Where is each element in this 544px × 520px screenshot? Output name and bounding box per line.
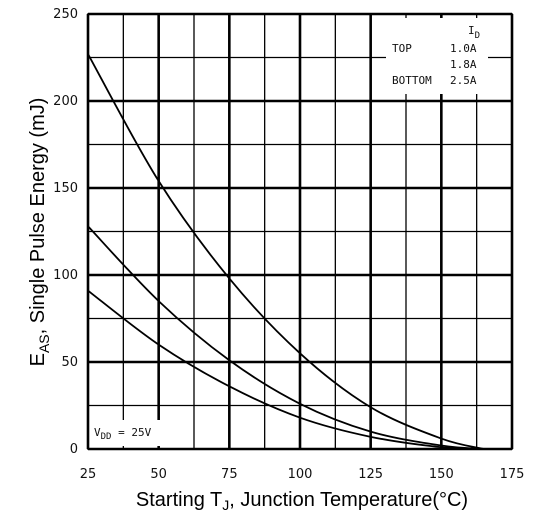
y-tick-label: 200 (53, 94, 78, 109)
legend: ID TOP 1.0A 1.8A BOTTOM 2.5A (386, 18, 488, 94)
y-tick-label: 250 (53, 7, 78, 22)
x-tick-label: 150 (429, 467, 454, 482)
x-tick-label: 75 (221, 467, 238, 482)
legend-row-value: 1.0A (450, 42, 477, 55)
x-axis-title: Starting TJ, Junction Temperature(°C) (136, 489, 468, 513)
legend-title: ID (468, 24, 480, 41)
legend-row-value: 2.5A (450, 74, 477, 87)
x-tick-labels: 25 50 75 100 125 150 175 (80, 467, 525, 482)
plot-frame (87, 13, 513, 450)
x-tick-label: 50 (150, 467, 167, 482)
series-line (87, 289, 484, 450)
x-tick-label: 175 (500, 467, 525, 482)
y-axis-title: EAS, Single Pulse Energy (mJ) (27, 98, 52, 367)
series-line (87, 225, 484, 450)
legend-row-value: 1.8A (450, 58, 477, 71)
vdd-annotation: VDD = 25V (90, 420, 188, 446)
legend-row-label: BOTTOM (392, 74, 432, 87)
series-line (87, 53, 484, 450)
y-tick-label: 50 (61, 355, 78, 370)
y-tick-labels: 0 50 100 150 200 250 (53, 7, 78, 457)
vdd-annotation-text: VDD = 25V (94, 426, 152, 442)
series-group (87, 53, 484, 450)
y-tick-label: 0 (70, 442, 78, 457)
legend-row-label: TOP (392, 42, 412, 55)
y-tick-label: 150 (53, 181, 78, 196)
y-tick-label: 100 (53, 268, 78, 283)
x-tick-label: 100 (288, 467, 313, 482)
x-tick-label: 125 (358, 467, 383, 482)
x-tick-label: 25 (80, 467, 97, 482)
